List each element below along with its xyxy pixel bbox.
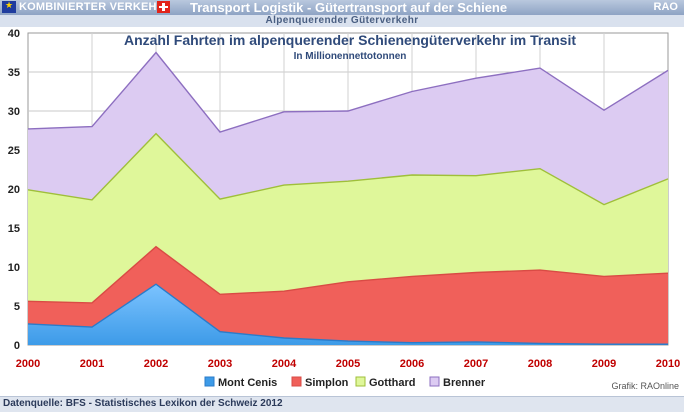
y-tick-label: 25 [8, 145, 20, 157]
x-tick-label: 2003 [208, 358, 232, 370]
x-tick-label: 2008 [528, 358, 552, 370]
line-mont-cenis [27, 283, 668, 345]
line-gotthard [27, 132, 669, 206]
legend: Mont Cenis Simplon Gotthard Brenner [204, 376, 486, 389]
chart-subtitle: In Millionennettotonnen [294, 51, 407, 62]
top-banner: ★ KOMBINIERTER VERKEHR Transport Logisti… [0, 0, 684, 15]
x-tick-label: 2001 [80, 358, 104, 370]
y-tick-label: 5 [14, 301, 20, 313]
x-tick-label: 2000 [16, 358, 40, 370]
x-tick-label: 2010 [656, 358, 680, 370]
x-tick-label: 2006 [400, 358, 424, 370]
chart-credit: Grafik: RAOnline [611, 381, 679, 391]
legend-label: Gotthard [369, 377, 415, 389]
y-tick-label: 0 [14, 340, 20, 352]
page-title: Transport Logistik - Gütertransport auf … [190, 0, 508, 15]
x-axis-ticks: 2000 2001 2002 2003 2004 2005 2006 2007 2008 2009… [16, 358, 680, 370]
y-tick-label: 35 [8, 67, 20, 79]
y-tick-label: 30 [8, 106, 20, 118]
legend-label: Simplon [305, 377, 349, 389]
series-lines [27, 51, 669, 345]
rao-label: RAO [653, 1, 678, 13]
brand-label: KOMBINIERTER VERKEHR [19, 1, 165, 13]
y-tick-label: 40 [8, 28, 20, 40]
y-tick-label: 15 [8, 223, 20, 235]
subtitle-bar: Alpenquerender Güterverkehr [0, 15, 684, 27]
x-tick-label: 2002 [144, 358, 168, 370]
x-tick-label: 2007 [464, 358, 488, 370]
x-tick-label: 2009 [592, 358, 616, 370]
eu-flag-icon: ★ [2, 1, 16, 13]
x-tick-label: 2005 [336, 358, 360, 370]
legend-label: Mont Cenis [218, 377, 277, 389]
area-mont-cenis [28, 284, 668, 345]
line-brenner [27, 51, 669, 133]
legend-label: Brenner [443, 377, 486, 389]
y-tick-label: 20 [8, 184, 20, 196]
y-axis-ticks: 0 5 10 15 20 25 30 35 40 [8, 28, 20, 352]
area-brenner [28, 52, 668, 205]
footer: Datenquelle: BFS - Statistisches Lexikon… [0, 396, 684, 412]
legend-swatch [291, 376, 302, 387]
data-source: Datenquelle: BFS - Statistisches Lexikon… [3, 398, 283, 409]
legend-swatch [429, 376, 440, 387]
x-tick-label: 2004 [272, 358, 297, 370]
y-tick-label: 10 [8, 262, 20, 274]
legend-swatch [355, 376, 366, 387]
chart-title: Anzahl Fahrten im alpenquerender Schiene… [124, 32, 576, 48]
swiss-flag-icon [157, 1, 170, 13]
legend-swatch [204, 376, 215, 387]
area-gotthard [28, 133, 668, 303]
line-simplon [27, 245, 669, 304]
page-subtitle: Alpenquerender Güterverkehr [265, 15, 419, 26]
